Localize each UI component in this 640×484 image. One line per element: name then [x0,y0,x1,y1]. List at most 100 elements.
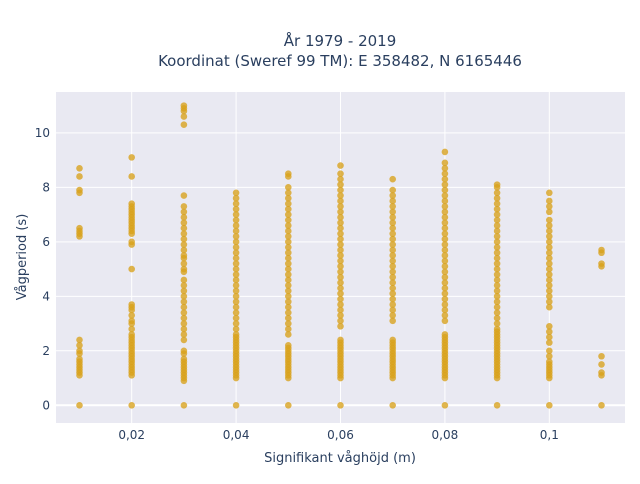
data-point [337,312,344,319]
data-point [337,306,344,314]
data-point [441,331,449,338]
data-point [284,320,292,327]
data-point [441,148,449,156]
data-point [337,214,344,221]
data-point [493,194,501,202]
data-point [337,290,344,297]
data-point [232,265,240,273]
data-point [546,203,553,210]
data-point [76,347,83,355]
data-point [180,246,188,254]
data-point [284,170,292,178]
data-point [180,260,188,267]
data-point [493,222,501,229]
data-point [546,358,553,366]
data-point [441,273,449,281]
data-point [389,252,397,259]
data-point [180,252,188,259]
data-point [284,401,292,409]
data-point [337,322,344,330]
data-point [337,401,344,409]
data-point [441,268,449,276]
data-point [441,170,449,178]
data-point [546,222,553,229]
data-point [284,303,292,311]
data-point [441,230,449,237]
data-point [493,249,501,257]
data-point [284,205,292,213]
data-point [598,401,605,409]
data-point [441,219,449,227]
data-point [441,284,449,292]
data-point [337,317,344,325]
data-point [284,222,292,229]
data-point [232,287,240,295]
data-point [546,227,553,235]
data-point [493,320,501,327]
data-point [493,265,501,273]
data-point [598,361,605,368]
data-point [180,208,188,216]
data-point [546,208,553,216]
data-point [493,243,501,251]
data-point [389,273,397,281]
data-point [493,200,501,207]
data-point [180,293,188,300]
x-axis-label: Signifikant våghöjd (m) [264,451,416,466]
data-point [546,328,553,336]
data-point [284,309,292,316]
data-point [284,189,292,197]
data-point [546,347,553,355]
data-point [389,306,397,314]
data-point [232,200,240,207]
x-tick-label: 0,04 [223,428,250,442]
data-point [232,309,240,316]
data-point [389,301,397,308]
data-point [389,192,397,199]
data-point [284,227,292,235]
y-tick-label: 6 [42,235,50,249]
data-point [441,279,449,286]
data-point [76,164,83,172]
data-point [337,235,344,243]
data-point [441,186,449,194]
data-point [546,401,553,409]
data-point [232,189,240,197]
data-point [598,352,605,360]
data-point [493,216,501,224]
data-point [546,238,553,246]
data-point [232,271,240,278]
data-point [441,214,449,221]
y-tick-label: 8 [42,180,50,194]
data-point [546,276,553,284]
data-point [441,312,449,319]
data-point [284,254,292,262]
data-point [441,257,449,265]
data-point [337,170,344,178]
data-point [546,216,553,224]
data-point [389,175,397,183]
data-point [76,224,83,232]
data-point [76,186,83,194]
data-point [493,303,501,311]
data-point [232,320,240,327]
data-point [337,208,344,216]
data-point [389,241,397,248]
data-point [546,339,553,346]
data-point [546,243,553,251]
data-point [76,355,83,363]
data-point [493,282,501,289]
data-point [232,249,240,257]
data-point [337,246,344,254]
data-point [441,181,449,188]
data-point [180,347,188,355]
x-tick-labels: 0,02 0,04 0,06 0,08 0,1 [118,428,559,442]
x-tick-label: 0,08 [432,428,459,442]
data-point [546,322,553,330]
data-point [546,265,553,273]
data-point [232,293,240,300]
data-point [337,162,344,169]
data-point [180,298,188,306]
data-point [180,265,188,273]
